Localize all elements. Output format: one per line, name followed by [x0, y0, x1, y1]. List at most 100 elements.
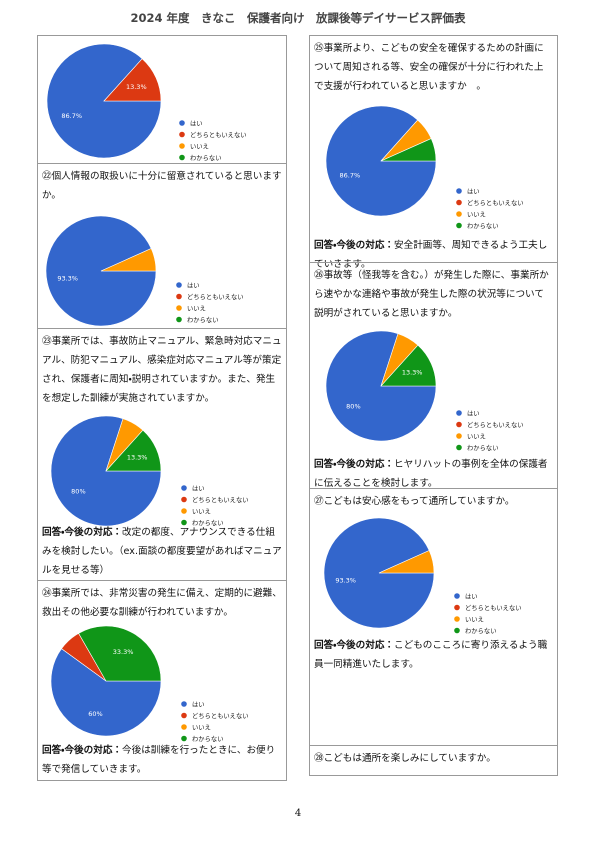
legend-swatch: [181, 701, 187, 707]
answer: 回答・今後の対応：ヒヤリハットの事例を全体の保護者に伝えることを検討します。: [314, 455, 553, 493]
pie-slice: [50, 648, 162, 737]
legend-swatch: [176, 293, 182, 300]
legend-swatch: [181, 485, 187, 491]
pie-slice: [105, 429, 162, 472]
legend-label: いいえ: [465, 615, 484, 623]
legend-label: はい: [187, 281, 200, 289]
legend-label: はい: [192, 484, 205, 492]
legend-swatch: [181, 724, 187, 730]
legend-label: いいえ: [190, 142, 209, 150]
legend-label: わからない: [467, 444, 498, 452]
legend-swatch: [181, 496, 187, 503]
legend-label: わからない: [467, 222, 498, 230]
legend-swatch: [181, 712, 187, 719]
legend-swatch: [181, 735, 187, 742]
answer: 回答・今後の対応：安全計画等、周知できるよう工夫していきます。: [314, 236, 553, 274]
question: ㉒個人情報の取扱いに十分に留意されていると思いますか。: [42, 171, 282, 201]
legend-swatch: [456, 211, 462, 217]
legend-swatch: [176, 316, 182, 323]
legend-label: どちらともいえない: [467, 199, 524, 207]
answer-label: 回答・今後の対応：: [42, 745, 123, 756]
slice-label: 33.3%: [113, 648, 134, 656]
pie-slice: [378, 550, 435, 574]
legend-label: どちらともいえない: [467, 421, 524, 429]
legend-swatch: [179, 120, 185, 126]
question: ㉘こどもは通所を楽しみにしていますか。: [314, 753, 496, 764]
slice-label: 86.7%: [61, 112, 82, 120]
slice-label: 93.3%: [335, 577, 356, 585]
legend-swatch: [179, 131, 185, 138]
answer-text: 安全計画等、周知できるよう工夫していきます。: [314, 240, 548, 270]
legend-label: わからない: [190, 154, 221, 162]
legend-label: どちらともいえない: [190, 131, 247, 139]
legend-swatch: [456, 421, 462, 428]
page-title: 2024 年度 きなこ 保護者向け 放課後等デイサービス評価表: [130, 11, 466, 25]
section: ㉗こどもは安心感をもって通所していますか。 93.3% はいどちらともいえない いいえ…: [309, 488, 558, 746]
legend-swatch: [456, 188, 462, 194]
legend-label: はい: [192, 700, 205, 708]
legend-swatch: [456, 433, 462, 439]
section: ㉘こどもは通所を楽しみにしていますか。: [309, 745, 558, 776]
answer-label: 回答・今後の対応：: [314, 240, 395, 251]
section: 86.7% 13.3% はいどちらともいえない いいえわからない: [37, 35, 287, 164]
legend-label: はい: [190, 119, 203, 127]
legend-label: いいえ: [467, 432, 486, 440]
answer: 回答・今後の対応：改定の都度、アナウンスできる仕組みを検討したい。（ex.面談の…: [42, 523, 282, 580]
question: ㉓事業所では、事故防止マニュアル、緊急時対応マニュアル、防犯マニュアル、感染症対…: [42, 336, 282, 404]
section: ㉒個人情報の取扱いに十分に留意されていると思いますか。 93.3% はい どちらともい…: [37, 163, 287, 329]
question: ㉕事業所より、こどもの安全を確保するための計画について周知される等、安全の確保が…: [314, 43, 544, 92]
legend-label: わからない: [465, 627, 496, 635]
legend-swatch: [176, 305, 182, 311]
answer-label: 回答・今後の対応：: [314, 640, 395, 651]
section: ㉕事業所より、こどもの安全を確保するための計画について周知される等、安全の確保が…: [309, 35, 558, 270]
legend-swatch: [456, 444, 462, 451]
answer-label: 回答・今後の対応：: [42, 527, 123, 538]
answer-text: 今後は訓練を行ったときに、お便り等で発信していきます。: [42, 745, 276, 775]
slice-label: 80%: [346, 403, 360, 411]
legend-label: どちらともいえない: [465, 604, 522, 612]
legend-label: どちらともいえない: [192, 712, 249, 720]
pie-slice: [103, 58, 162, 102]
legend-swatch: [454, 616, 460, 622]
legend-label: いいえ: [192, 723, 211, 731]
section: ㉖事故等（怪我等を含む。）が発生した際に、事業所から速やかな連絡や事故が発生した…: [309, 262, 558, 489]
pie-slice: [380, 344, 437, 387]
legend-swatch: [456, 222, 462, 229]
legend-label: はい: [467, 409, 480, 417]
legend-swatch: [179, 143, 185, 149]
legend-swatch: [181, 508, 187, 514]
legend-label: わからない: [192, 519, 223, 527]
question: ㉗こどもは安心感をもって通所していますか。: [314, 496, 515, 507]
page-number: 4: [294, 808, 302, 819]
legend-label: はい: [467, 187, 480, 195]
slice-label: 13.3%: [402, 369, 423, 377]
legend-label: いいえ: [187, 304, 206, 312]
legend-swatch: [179, 154, 185, 161]
question: ㉔事業所では、非常災害の発生に備え、定期的に避難、救出その他必要な訓練が行われて…: [42, 588, 282, 618]
answer-label: 回答・今後の対応：: [314, 459, 395, 470]
slice-label: 93.3%: [57, 275, 78, 283]
slice-label: 13.3%: [126, 83, 147, 91]
pie-slice: [380, 138, 437, 162]
legend-label: わからない: [187, 316, 218, 324]
answer-text: ヒヤリハットの事例を全体の保護者に伝えることを検討します。: [314, 459, 548, 489]
answer-text: こどものこころに寄り添えるよう職員一同精進いたします。: [314, 640, 548, 670]
answer: 回答・今後の対応：こどものこころに寄り添えるよう職員一同精進いたします。: [314, 636, 553, 674]
slice-label: 80%: [71, 488, 85, 496]
legend-swatch: [454, 593, 460, 599]
legend-swatch: [454, 627, 460, 634]
question: ㉖事故等（怪我等を含む。）が発生した際に、事業所から速やかな連絡や事故が発生した…: [314, 270, 549, 319]
legend-label: はい: [465, 592, 478, 600]
legend-label: わからない: [192, 735, 223, 743]
answer: 回答・今後の対応：今後は訓練を行ったときに、お便り等で発信していきます。: [42, 741, 282, 779]
slice-label: 13.3%: [127, 454, 148, 462]
legend-swatch: [176, 282, 182, 288]
legend-swatch: [456, 199, 462, 206]
